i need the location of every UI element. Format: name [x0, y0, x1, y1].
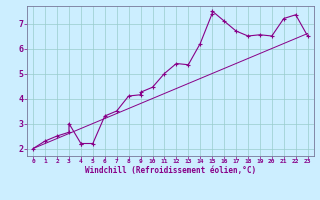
X-axis label: Windchill (Refroidissement éolien,°C): Windchill (Refroidissement éolien,°C)	[85, 166, 256, 175]
